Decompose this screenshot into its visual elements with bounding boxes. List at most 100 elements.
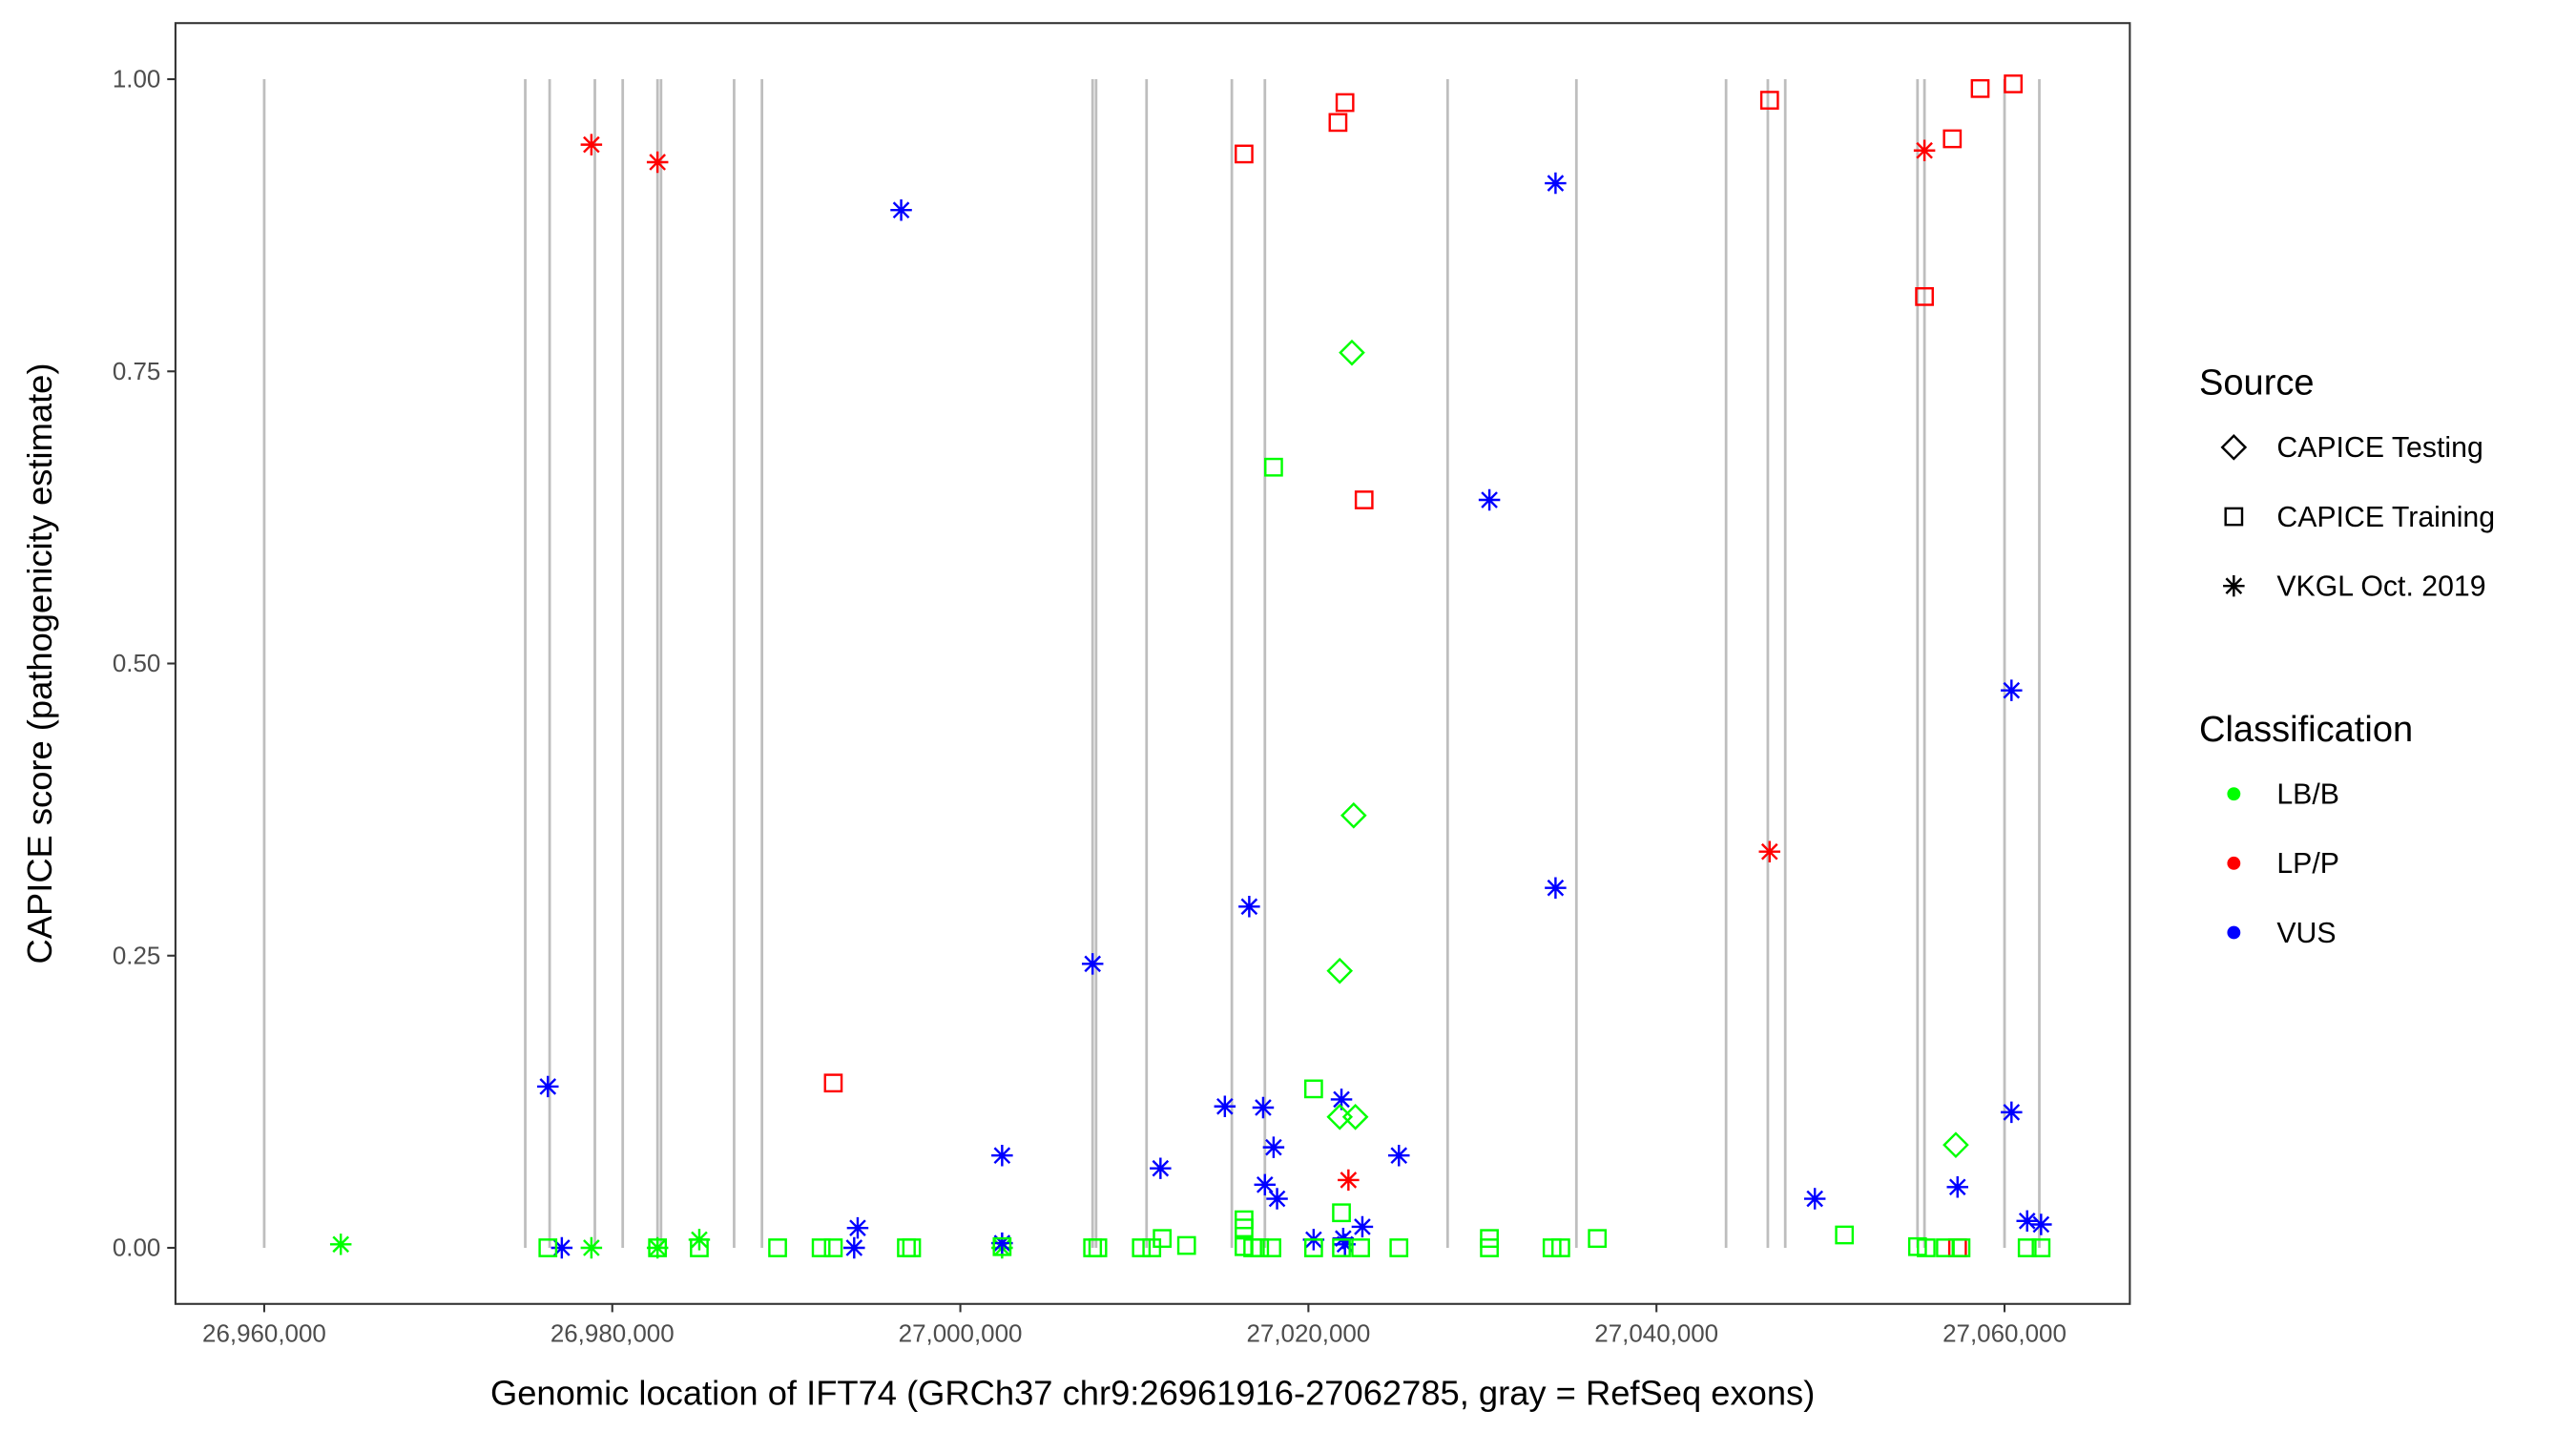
- point-square: [1303, 1079, 1323, 1099]
- point-asterisk: [1254, 1173, 1277, 1196]
- x-tick-label: 26,980,000: [551, 1321, 675, 1348]
- legend-key-dot: [2227, 856, 2241, 870]
- y-tick-label: 1.00: [113, 67, 160, 93]
- point-diamond: [1339, 339, 1365, 366]
- point-asterisk: [1338, 1169, 1360, 1192]
- point-asterisk: [2001, 679, 2023, 701]
- point-asterisk: [1545, 877, 1567, 899]
- y-tick-label: 0.25: [113, 943, 160, 969]
- point-asterisk: [1913, 139, 1936, 161]
- legend-key-dot: [2227, 787, 2241, 801]
- x-tick-label: 27,040,000: [1594, 1321, 1718, 1348]
- point-square: [1951, 1238, 1971, 1257]
- point-asterisk: [1150, 1157, 1172, 1179]
- plot-panel-border: [174, 22, 2131, 1305]
- point-diamond: [1340, 801, 1367, 829]
- point-asterisk: [1351, 1215, 1374, 1238]
- point-diamond: [1326, 1103, 1354, 1130]
- point-square: [1176, 1235, 1196, 1255]
- x-tick-label: 27,000,000: [899, 1321, 1023, 1348]
- point-square: [1235, 144, 1254, 164]
- point-square: [1835, 1225, 1855, 1245]
- point-square: [1389, 1238, 1409, 1257]
- point-diamond: [1326, 957, 1354, 985]
- point-square: [1264, 457, 1283, 477]
- point-square: [1942, 129, 1963, 149]
- point-asterisk: [1803, 1188, 1826, 1210]
- point-asterisk: [646, 1236, 669, 1259]
- legend-title-source: Source: [2199, 363, 2315, 403]
- point-square: [2031, 1238, 2051, 1257]
- legend-key-diamond: [2220, 434, 2248, 461]
- point-asterisk: [551, 1236, 573, 1259]
- point-square: [2004, 74, 2024, 93]
- point-square: [1335, 93, 1355, 113]
- point-square: [1132, 1238, 1152, 1257]
- legend-title-classification: Classification: [2199, 710, 2413, 750]
- point-square: [1480, 1238, 1499, 1257]
- legend-label: LP/P: [2276, 848, 2339, 880]
- point-asterisk: [2016, 1210, 2038, 1233]
- point-asterisk: [991, 1232, 1013, 1255]
- point-square: [1588, 1229, 1608, 1249]
- legend: Source Classification CAPICE Testing CAPI…: [2199, 363, 2495, 948]
- point-square: [690, 1238, 709, 1257]
- point-square: [1153, 1229, 1173, 1249]
- point-asterisk: [843, 1236, 865, 1259]
- point-square: [1970, 78, 1990, 98]
- point-asterisk: [1946, 1176, 1969, 1198]
- point-square: [823, 1073, 843, 1093]
- point-asterisk: [2030, 1213, 2052, 1235]
- point-asterisk: [537, 1075, 559, 1098]
- point-square: [992, 1236, 1012, 1256]
- point-square: [1917, 1238, 1936, 1257]
- legend-key-asterisk: [2223, 574, 2245, 597]
- legend-key-square: [2224, 507, 2244, 527]
- point-asterisk: [580, 134, 603, 156]
- point-asterisk: [646, 151, 669, 174]
- point-asterisk: [1266, 1188, 1288, 1210]
- y-axis-title: CAPICE score (pathogenicity estimate): [20, 363, 59, 964]
- point-square: [1354, 490, 1374, 509]
- point-asterisk: [329, 1234, 352, 1255]
- point-square: [2017, 1238, 2037, 1257]
- x-tick-label: 26,960,000: [202, 1321, 326, 1348]
- point-asterisk: [1252, 1096, 1275, 1119]
- point-square: [1235, 1218, 1254, 1238]
- point-diamond: [1942, 1131, 1969, 1159]
- point-asterisk: [2001, 1101, 2023, 1124]
- legend-key-dot: [2227, 925, 2241, 940]
- point-square: [1915, 287, 1934, 306]
- x-tick-label: 27,020,000: [1246, 1321, 1370, 1348]
- point-square: [768, 1238, 787, 1257]
- legend-label: CAPICE Testing: [2276, 432, 2483, 464]
- x-axis-title: Genomic location of IFT74 (GRCh37 chr9:2…: [490, 1373, 1815, 1412]
- point-square: [823, 1238, 843, 1257]
- point-asterisk: [1081, 953, 1104, 975]
- point-asterisk: [1238, 896, 1260, 918]
- exon-lines: [262, 79, 2041, 1248]
- point-asterisk: [991, 1144, 1013, 1167]
- y-tick-label: 0.00: [113, 1235, 160, 1262]
- x-axis: 26,960,000 26,980,000 27,000,000 27,020,000…: [202, 1303, 2067, 1348]
- point-square: [1551, 1238, 1570, 1257]
- point-asterisk: [1387, 1144, 1410, 1167]
- y-tick-label: 0.50: [113, 651, 160, 677]
- point-square: [1262, 1238, 1281, 1257]
- y-tick-label: 0.75: [113, 359, 160, 385]
- point-asterisk: [1330, 1089, 1353, 1110]
- point-square: [1332, 1238, 1351, 1257]
- point-asterisk: [1478, 488, 1501, 511]
- point-square: [648, 1238, 668, 1257]
- point-square: [1303, 1238, 1323, 1257]
- x-tick-label: 27,060,000: [1942, 1321, 2067, 1348]
- point-square: [1328, 113, 1348, 133]
- point-square: [897, 1238, 916, 1257]
- point-square: [1088, 1238, 1108, 1257]
- point-square: [811, 1238, 831, 1257]
- point-asterisk: [1545, 172, 1567, 195]
- legend-label: VKGL Oct. 2019: [2276, 571, 2485, 603]
- data-points: [329, 74, 2052, 1259]
- point-square: [1332, 1203, 1351, 1223]
